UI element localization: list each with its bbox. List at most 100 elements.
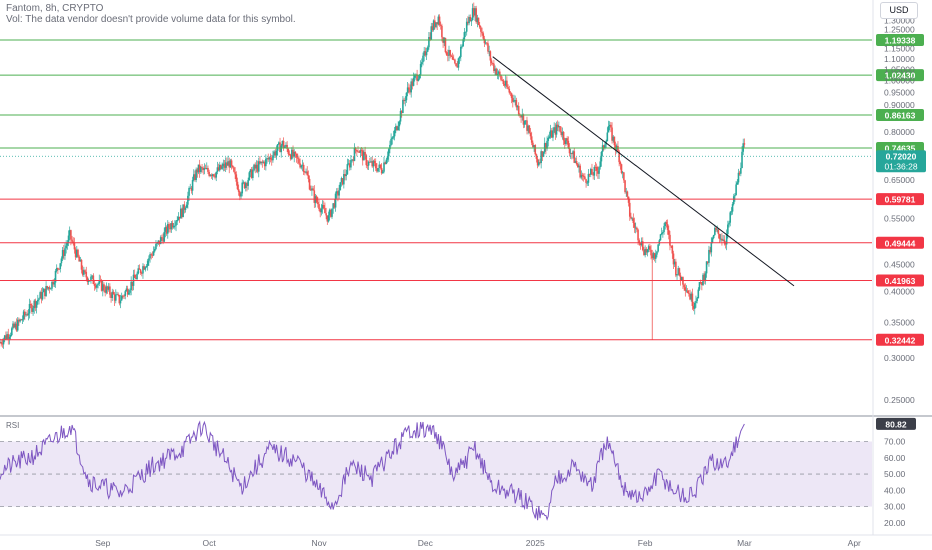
candle-body [196, 169, 199, 173]
candle-body [247, 179, 249, 186]
candle-body [455, 63, 457, 67]
candle-body [215, 171, 218, 178]
candle-body [326, 215, 329, 222]
candle-body [149, 254, 151, 259]
candle-body [32, 308, 34, 312]
candle-body [621, 172, 624, 174]
candle-body [187, 195, 189, 205]
candle-body [679, 275, 682, 281]
candle-body [530, 136, 533, 143]
candle-body [267, 158, 270, 160]
candle-body [597, 170, 599, 174]
candle-body [715, 227, 717, 230]
candle-body [51, 281, 53, 289]
candle-body [299, 163, 301, 168]
candle-body [138, 268, 141, 270]
candle-body [222, 163, 225, 167]
time-tick-label: Mar [737, 538, 752, 548]
candle-body [15, 323, 18, 331]
candle-body [87, 280, 90, 282]
candle-body [126, 288, 129, 295]
candle-body [11, 328, 13, 336]
price-tick-label: 1.00000 [884, 76, 915, 86]
price-tick-label: 0.35000 [884, 317, 915, 327]
candle-body [118, 294, 121, 304]
candle-body [256, 164, 259, 172]
candle-body [690, 293, 693, 300]
candle-body [652, 253, 655, 259]
candle-body [201, 167, 203, 169]
candle-body [540, 151, 542, 163]
candle-body [220, 164, 222, 169]
candle-body [417, 78, 420, 81]
candle-body [161, 237, 163, 238]
candle-body [441, 25, 443, 38]
currency-button[interactable]: USD [880, 2, 918, 19]
candle-body [298, 158, 300, 164]
candle-body [208, 171, 210, 176]
candle-body [306, 171, 309, 176]
candle-body [304, 171, 306, 173]
candle-body [308, 178, 311, 190]
candle-body [283, 146, 286, 148]
candle-body [392, 136, 395, 138]
candle-body [84, 270, 86, 272]
candle-body [384, 162, 386, 164]
candle-body [631, 218, 633, 220]
candle-body [39, 292, 41, 299]
candle-body [722, 239, 724, 241]
price-tick-label: 0.90000 [884, 100, 915, 110]
candle-body [630, 216, 632, 219]
candle-body [495, 68, 498, 76]
candle-body [561, 131, 564, 136]
candle-body [143, 266, 145, 270]
candle-body [343, 174, 345, 185]
candle-body [70, 230, 72, 240]
candle-body [735, 184, 737, 196]
candle-body [200, 167, 202, 173]
candles-group [0, 2, 746, 349]
candle-body [175, 221, 177, 226]
candle-body [684, 287, 687, 291]
candle-body [600, 151, 603, 162]
candle-body [248, 172, 251, 180]
candle-body [463, 32, 466, 40]
candle-body [637, 229, 639, 241]
candle-body [210, 174, 213, 177]
candle-body [475, 8, 477, 23]
time-tick-label: Apr [848, 538, 861, 548]
support-level-badge [876, 274, 924, 287]
candle-body [501, 79, 503, 81]
candle-body [522, 114, 525, 125]
candle-body [469, 16, 472, 22]
candle-body [480, 27, 482, 32]
candle-body [120, 295, 123, 301]
candle-body [667, 229, 670, 235]
candle-body [333, 203, 336, 208]
candle-body [632, 218, 635, 223]
candle-body [68, 230, 71, 236]
candle-body [86, 277, 89, 282]
candle-body [260, 161, 262, 164]
candle-body [98, 280, 101, 284]
candle-body [67, 235, 70, 243]
candle-body [488, 51, 490, 53]
candle-body [568, 147, 571, 154]
candle-body [249, 169, 252, 173]
candle-body [594, 166, 597, 168]
candle-body [9, 335, 12, 337]
candle-body [217, 167, 220, 171]
price-tick-label: 0.80000 [884, 127, 915, 137]
candle-body [626, 191, 629, 197]
candle-body [334, 193, 337, 208]
candle-body [38, 298, 40, 300]
candle-body [515, 99, 518, 108]
candle-body [322, 204, 325, 209]
rsi-value-label: 80.82 [885, 419, 907, 429]
candle-body [262, 162, 265, 163]
candle-body [221, 166, 223, 169]
candle-body [666, 224, 669, 230]
candle-body [513, 100, 515, 102]
candle-body [346, 164, 349, 175]
